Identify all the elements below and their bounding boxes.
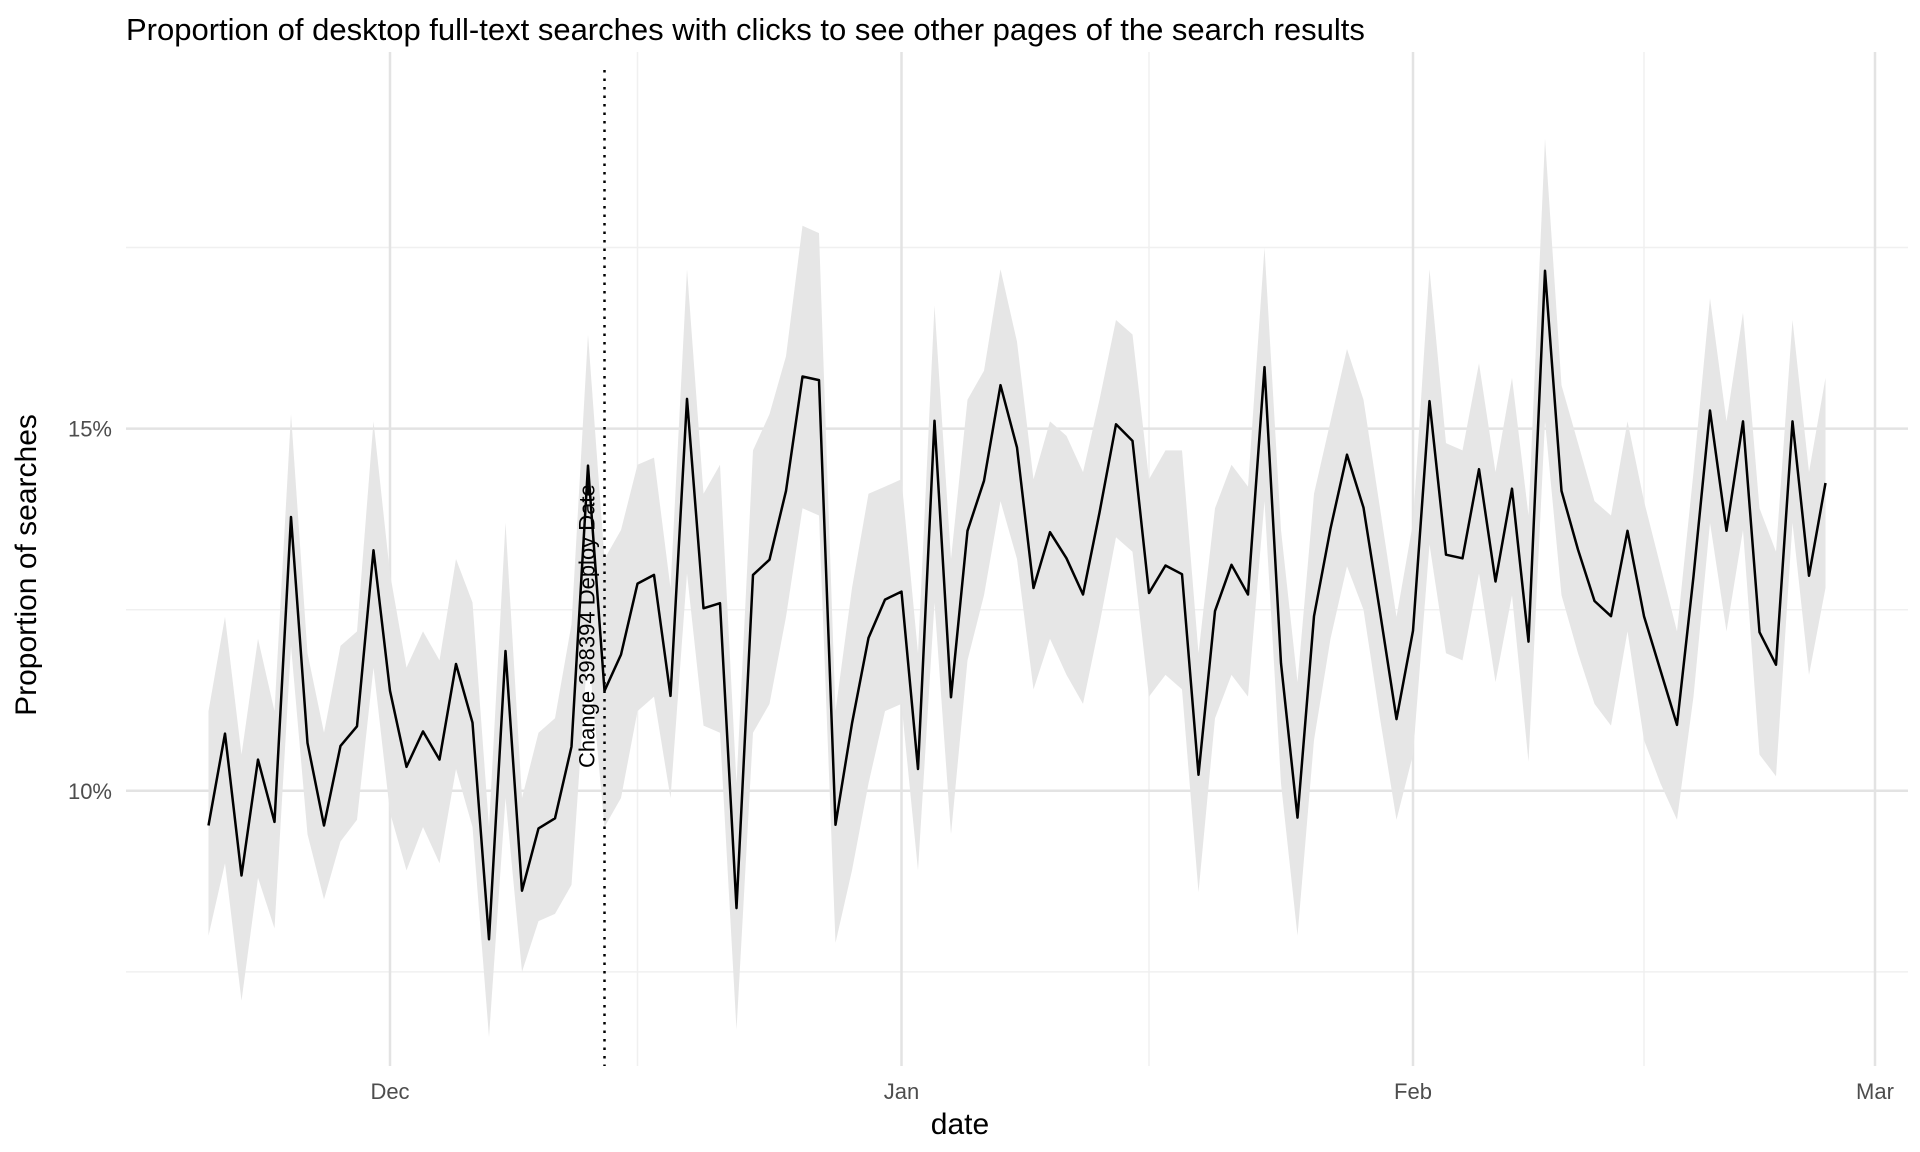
confidence-band (208, 138, 1826, 1037)
x-axis-label: date (930, 1108, 990, 1141)
x-tick-label: Dec (370, 1079, 409, 1104)
series-line (207, 269, 1827, 941)
x-tick-label: Mar (1856, 1079, 1894, 1104)
x-tick-label: Feb (1394, 1079, 1432, 1104)
deploy-date-label: Change 398394 Deploy Date (575, 484, 600, 768)
x-tick-label: Jan (884, 1079, 919, 1104)
y-axis-label: Proportion of searches (10, 414, 43, 716)
y-tick-label: 10% (68, 779, 112, 804)
chart-title: Proportion of desktop full-text searches… (126, 12, 1365, 47)
y-tick-label: 15% (68, 417, 112, 442)
